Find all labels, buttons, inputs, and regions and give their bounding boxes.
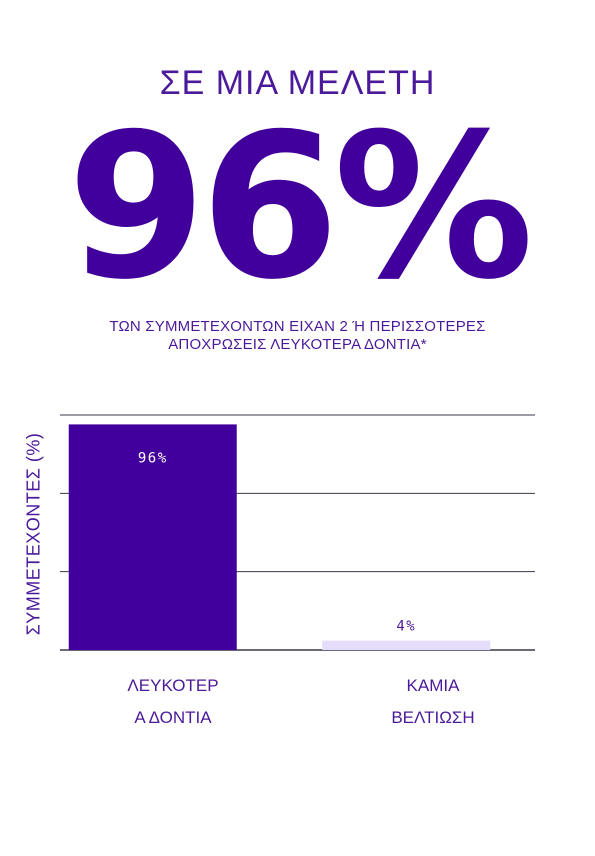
- bars: [68, 424, 491, 650]
- category-label-whiter-teeth: ΛΕΥΚΟΤΕΡ Α ΔΟΝΤΙΑ: [93, 670, 253, 734]
- category-label-no-improvement-line2: ΒΕΛΤΙΩΣΗ: [391, 708, 475, 727]
- big-stat: 96%: [67, 91, 534, 324]
- category-label-whiter-teeth-line2: Α ΔΟΝΤΙΑ: [134, 708, 212, 727]
- category-label-whiter-teeth-line1: ΛΕΥΚΟΤΕΡ: [127, 676, 219, 695]
- bar-2: [322, 640, 491, 650]
- bar-value-label-1: 96%: [138, 450, 168, 466]
- subtitle-line-1: ΤΩΝ ΣΥΜΜΕΤΕΧΟΝΤΩΝ ΕΙΧΑΝ 2 Ή ΠΕΡΙΣΣΟΤΕΡΕΣ: [109, 318, 486, 335]
- category-label-no-improvement: ΚΑΜΙΑ ΒΕΛΤΙΩΣΗ: [353, 670, 513, 734]
- eyebrow-title: ΣΕ ΜΙΑ ΜΕΛΕΤΗ: [159, 64, 436, 102]
- subtitle-line-2: ΑΠΟΧΡΩΣΕΙΣ ΛΕΥΚΟΤΕΡΑ ΔΟΝΤΙΑ*: [168, 336, 427, 353]
- bar-value-label-2: 4%: [396, 619, 416, 635]
- subtitle: ΤΩΝ ΣΥΜΜΕΤΕΧΟΝΤΩΝ ΕΙΧΑΝ 2 Ή ΠΕΡΙΣΣΟΤΕΡΕΣ…: [40, 318, 555, 354]
- bar-labels: 96% 4%: [138, 450, 416, 635]
- bar-1: [68, 424, 237, 650]
- category-label-no-improvement-line1: ΚΑΜΙΑ: [406, 676, 460, 695]
